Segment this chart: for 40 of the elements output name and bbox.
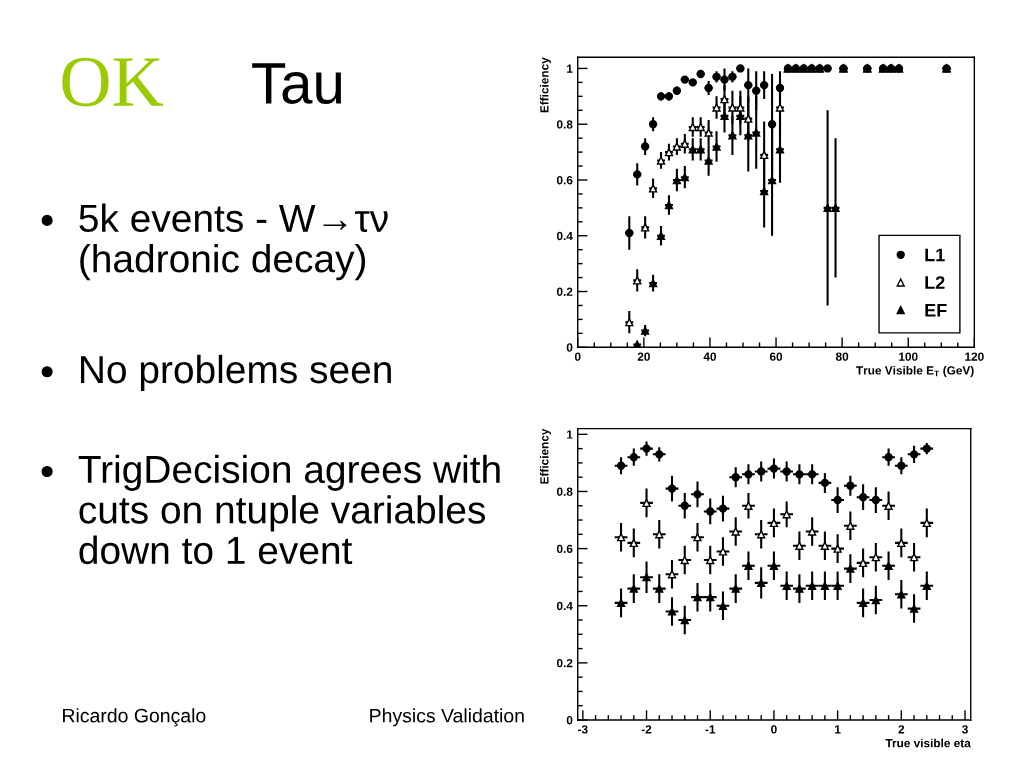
x-tick-label: 100	[899, 352, 918, 361]
x-tick-label: -3	[578, 725, 588, 734]
x-axis-title: True Visible E$_{T}$ (GeV)	[856, 365, 974, 377]
y-tick-label: 0	[566, 716, 573, 725]
x-tick-label: 20	[637, 352, 650, 361]
text: No problems seen	[81, 354, 391, 392]
y-tick-label: 0.4	[556, 601, 573, 611]
x-tick-label: -1	[705, 725, 716, 734]
y-tick-label: 0.2	[556, 287, 573, 296]
x-axis-title: True visible eta	[885, 738, 971, 748]
text: Tau	[252, 63, 342, 104]
text: Physics Validation	[370, 708, 524, 727]
legend-label: L1	[925, 248, 945, 262]
y-axis-title: Efficiency	[539, 428, 551, 484]
text: OK	[62, 57, 163, 107]
x-tick-label: 40	[703, 352, 717, 361]
x-tick-label: 1	[835, 725, 841, 734]
y-tick-label: 0.6	[556, 176, 573, 185]
y-tick-label: 0	[566, 343, 573, 352]
text: Ricardo Gonçalo	[63, 708, 206, 727]
x-tick-label: 120	[965, 352, 984, 361]
y-axis-title: Efficiency	[539, 57, 551, 113]
x-tick-label: -2	[641, 725, 652, 734]
y-tick-label: 0.8	[556, 487, 573, 496]
x-tick-label: 0	[771, 725, 777, 734]
text: 5k events - W→τν (hadronic decay)	[79, 203, 388, 281]
y-tick-label: 0.6	[556, 544, 573, 553]
text: TrigDecision agrees with cuts on ntuple variables down to 1 event	[78, 454, 500, 565]
x-tick-label: 2	[898, 725, 905, 734]
x-tick-label: 80	[835, 352, 849, 361]
x-tick-label: 0	[574, 352, 581, 361]
legend-label: EF	[925, 304, 947, 317]
x-tick-label: 60	[769, 352, 783, 361]
y-tick-label: 1	[567, 64, 573, 73]
y-tick-label: 0.8	[556, 120, 573, 129]
x-tick-label: 3	[962, 725, 968, 734]
legend-label: L2	[925, 276, 945, 289]
y-tick-label: 0.2	[556, 658, 573, 668]
y-tick-label: 0.4	[556, 231, 573, 241]
y-tick-label: 1	[567, 430, 573, 439]
